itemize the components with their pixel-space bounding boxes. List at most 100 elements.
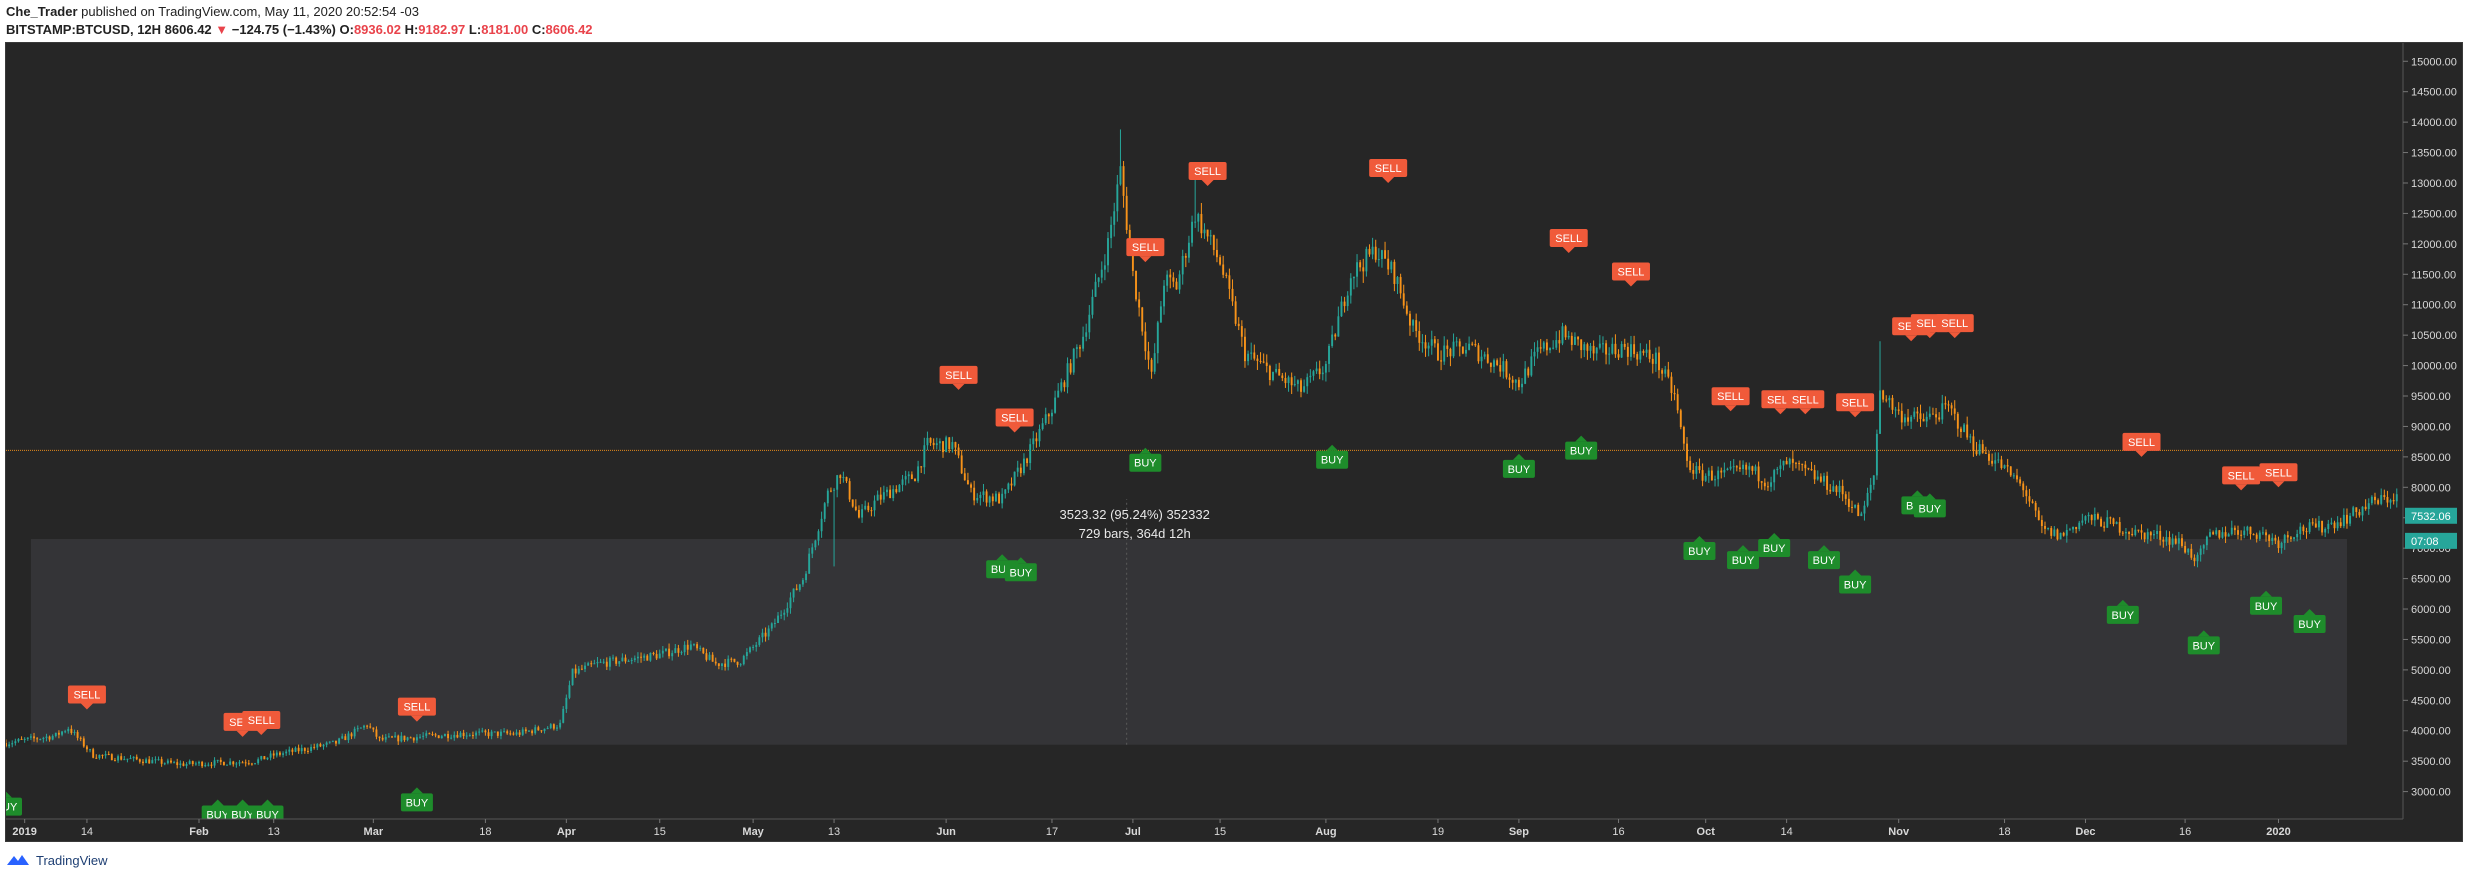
buy-signal[interactable]: BUY	[1727, 545, 1760, 570]
buy-signal[interactable]: BUY	[2250, 590, 2283, 615]
candle-body	[503, 731, 506, 733]
candle-body	[369, 726, 372, 728]
candle-body	[1636, 354, 1639, 360]
candle-body	[2134, 529, 2137, 536]
candle-body	[2252, 534, 2255, 536]
buy-signal[interactable]: BUY	[1758, 532, 1791, 557]
sell-signal[interactable]: SELL	[397, 697, 436, 722]
candle-body	[696, 644, 699, 649]
sell-signal[interactable]: SELL	[939, 365, 978, 390]
candle-body	[1321, 372, 1324, 375]
candle-body	[1872, 475, 1875, 485]
buy-signal[interactable]: BUY	[1683, 535, 1716, 560]
candle-body	[2361, 506, 2364, 516]
candle-body	[1424, 342, 1427, 349]
candle-body	[739, 664, 742, 666]
buy-signal[interactable]: BUY	[2106, 599, 2139, 624]
sell-signal[interactable]: SELL	[1549, 228, 1588, 253]
candle-body	[1564, 326, 1567, 338]
candle-body	[733, 658, 736, 662]
candle-body	[1412, 320, 1415, 326]
candle-body	[1088, 314, 1091, 333]
sell-signal[interactable]: SELL	[1786, 390, 1825, 415]
sell-signal[interactable]: SELL	[242, 711, 281, 736]
buy-signal[interactable]: BUY	[2187, 630, 2220, 655]
candle-body	[580, 668, 583, 670]
candle-body	[387, 736, 390, 738]
candle-body	[117, 756, 120, 761]
buy-signal[interactable]: BUY	[2293, 609, 2326, 634]
candle-body	[1651, 358, 1654, 364]
sell-signal[interactable]: SELL	[67, 685, 106, 710]
sell-signal[interactable]: SELL	[1711, 387, 1750, 412]
candle-body	[1592, 345, 1595, 354]
candle-body	[1290, 377, 1293, 386]
candle-body	[450, 737, 453, 739]
candle-body	[2230, 527, 2233, 535]
candle-body	[462, 732, 465, 737]
y-tick-label: 11500.00	[2411, 269, 2456, 281]
sell-signal[interactable]: SELL	[1611, 262, 1650, 287]
sell-signal[interactable]: SELL	[1126, 238, 1165, 263]
buy-signal[interactable]: BUY	[400, 787, 433, 812]
candle-body	[1396, 277, 1399, 284]
buy-signal[interactable]: BUY	[1913, 493, 1946, 518]
signal-label-text: BUY	[1134, 458, 1157, 470]
buy-signal[interactable]: BUY	[1807, 545, 1840, 570]
candle-body	[618, 661, 621, 664]
candle-body	[8, 744, 11, 747]
candle-body	[1959, 428, 1962, 432]
candle-body	[898, 484, 901, 493]
tradingview-logo-icon[interactable]	[6, 853, 30, 867]
buy-signal[interactable]: BUY	[1839, 569, 1872, 594]
buy-signal[interactable]: BUY	[1502, 453, 1535, 478]
candle-body	[1303, 386, 1306, 392]
sell-signal[interactable]: SELL	[1369, 158, 1408, 183]
candle-body	[1175, 281, 1178, 290]
y-tick-label: 13000.00	[2411, 178, 2457, 190]
buy-signal[interactable]: BUY	[1565, 435, 1598, 460]
candle-body	[478, 731, 481, 733]
candle-body	[861, 509, 864, 518]
x-tick-label: 15	[1214, 826, 1226, 838]
candle-body	[48, 736, 51, 740]
candle-body	[858, 509, 860, 518]
candle-body	[1443, 345, 1446, 362]
x-tick-label: Feb	[189, 826, 209, 838]
candle-body	[2199, 548, 2202, 555]
sell-signal[interactable]: SELL	[2259, 463, 2298, 488]
candle-body	[1988, 453, 1990, 461]
author-name[interactable]: Che_Trader	[6, 4, 78, 19]
footer-brand[interactable]: TradingView	[36, 852, 108, 868]
candle-body	[1421, 342, 1424, 344]
signal-label-box	[1369, 158, 1408, 177]
candle-body	[95, 757, 98, 759]
candle-body	[652, 652, 655, 655]
sell-signal[interactable]: SELL	[2222, 466, 2261, 491]
buy-signal[interactable]: BUY	[1129, 447, 1162, 472]
candle-body	[11, 743, 14, 745]
sell-signal[interactable]: SELL	[1188, 162, 1227, 187]
sell-signal[interactable]: SELL	[1935, 314, 1974, 339]
chart-pane[interactable]: 3523.32 (95.24%) 352332 729 bars, 364d 12…	[5, 42, 2463, 842]
x-tick-label: 2019	[12, 826, 36, 838]
signal-label-box	[1839, 575, 1872, 594]
sell-signal[interactable]: SELL	[1836, 393, 1875, 418]
candle-body	[2374, 496, 2376, 501]
price-chart[interactable]: 3523.32 (95.24%) 352332 729 bars, 364d 12…	[6, 43, 2462, 841]
candle-body	[104, 753, 107, 756]
candle-body	[767, 628, 770, 637]
candle-body	[664, 648, 667, 651]
candle-body	[970, 484, 972, 488]
candle-body	[864, 505, 867, 510]
sell-signal[interactable]: SELL	[2122, 432, 2161, 457]
buy-signal[interactable]: BUY	[1004, 557, 1037, 582]
y-tick-label: 6000.00	[2411, 604, 2451, 616]
candle-body	[1312, 371, 1315, 376]
sell-signal[interactable]: SELL	[995, 408, 1034, 433]
buy-signal[interactable]: BUY	[1316, 444, 1349, 469]
candle-body	[89, 749, 92, 751]
candle-body	[2174, 538, 2177, 544]
buy-signal[interactable]: BUY	[6, 791, 22, 816]
candle-body	[1125, 195, 1128, 230]
